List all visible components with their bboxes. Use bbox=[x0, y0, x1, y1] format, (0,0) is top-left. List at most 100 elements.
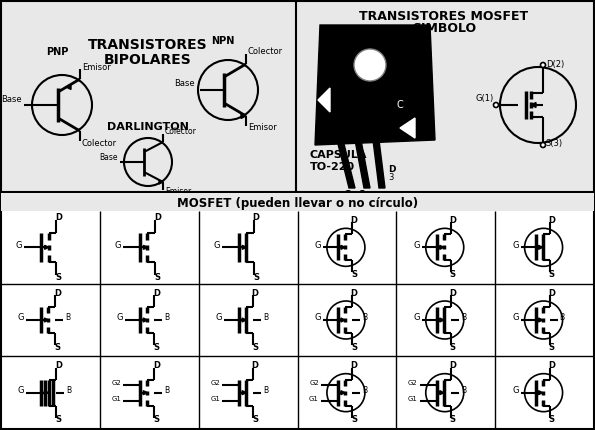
Text: S: S bbox=[549, 343, 555, 351]
Text: 3: 3 bbox=[388, 173, 393, 182]
Polygon shape bbox=[531, 102, 536, 108]
Polygon shape bbox=[241, 114, 246, 119]
Text: TRANSISTORES MOSFET: TRANSISTORES MOSFET bbox=[359, 9, 528, 22]
Text: S: S bbox=[351, 270, 357, 279]
Text: G: G bbox=[15, 241, 22, 250]
Text: G1: G1 bbox=[309, 396, 319, 402]
Circle shape bbox=[354, 49, 386, 81]
Text: G: G bbox=[18, 313, 24, 322]
Text: D: D bbox=[153, 361, 159, 370]
Text: S: S bbox=[450, 270, 456, 279]
Polygon shape bbox=[355, 140, 370, 188]
Bar bbox=[1, 193, 594, 211]
Text: S: S bbox=[351, 343, 357, 351]
Text: D: D bbox=[54, 289, 61, 298]
Polygon shape bbox=[242, 318, 246, 322]
Text: G: G bbox=[512, 313, 519, 322]
Text: B: B bbox=[461, 386, 466, 395]
Polygon shape bbox=[242, 391, 246, 395]
Text: G1: G1 bbox=[111, 396, 121, 402]
Polygon shape bbox=[440, 318, 444, 322]
Text: S: S bbox=[450, 415, 456, 424]
Text: Emisor: Emisor bbox=[165, 187, 191, 197]
Text: B: B bbox=[67, 386, 71, 395]
Text: C: C bbox=[397, 100, 403, 110]
Polygon shape bbox=[538, 318, 543, 322]
Text: S: S bbox=[154, 343, 159, 351]
Polygon shape bbox=[337, 140, 355, 188]
Text: G1: G1 bbox=[210, 396, 220, 402]
Text: D: D bbox=[252, 361, 259, 370]
Text: G: G bbox=[314, 241, 321, 250]
Text: D: D bbox=[449, 361, 456, 370]
Text: G: G bbox=[512, 241, 519, 250]
Text: D: D bbox=[154, 213, 161, 222]
Text: Emisor: Emisor bbox=[82, 62, 111, 71]
Text: D: D bbox=[350, 289, 358, 298]
Text: S: S bbox=[549, 415, 555, 424]
Polygon shape bbox=[400, 118, 415, 138]
Polygon shape bbox=[242, 246, 246, 249]
Text: S: S bbox=[549, 270, 555, 279]
Text: PNP: PNP bbox=[46, 47, 68, 57]
Text: B: B bbox=[164, 313, 170, 322]
Polygon shape bbox=[440, 391, 444, 395]
Text: D: D bbox=[388, 166, 396, 175]
Text: D(2): D(2) bbox=[546, 60, 564, 69]
Text: Emisor: Emisor bbox=[248, 123, 277, 132]
Polygon shape bbox=[373, 140, 385, 188]
Polygon shape bbox=[143, 318, 147, 322]
Text: S(3): S(3) bbox=[546, 139, 563, 148]
Circle shape bbox=[540, 62, 546, 68]
Circle shape bbox=[540, 142, 546, 147]
Text: S: S bbox=[54, 343, 61, 351]
Polygon shape bbox=[159, 180, 163, 184]
Text: D: D bbox=[55, 213, 62, 222]
Text: G(1): G(1) bbox=[476, 95, 494, 104]
Text: S: S bbox=[154, 273, 160, 282]
Bar bbox=[1, 193, 594, 429]
Text: D: D bbox=[252, 289, 259, 298]
Text: G2: G2 bbox=[309, 380, 319, 386]
Text: BIPOLARES: BIPOLARES bbox=[104, 53, 192, 67]
Polygon shape bbox=[341, 391, 345, 395]
Circle shape bbox=[493, 102, 499, 108]
Text: S: S bbox=[154, 415, 159, 424]
Text: B: B bbox=[263, 313, 268, 322]
Text: D: D bbox=[153, 289, 159, 298]
Text: CAPSULA: CAPSULA bbox=[310, 150, 368, 160]
Text: Colector: Colector bbox=[165, 128, 197, 136]
Polygon shape bbox=[318, 88, 330, 112]
Bar bbox=[1, 1, 594, 192]
Text: MOSFET (pueden llevar o no círculo): MOSFET (pueden llevar o no círculo) bbox=[177, 197, 418, 209]
Text: D: D bbox=[55, 361, 62, 370]
Text: TRANSISTORES: TRANSISTORES bbox=[88, 38, 208, 52]
Polygon shape bbox=[66, 85, 71, 89]
Text: Colector: Colector bbox=[82, 138, 117, 147]
Text: G2: G2 bbox=[111, 380, 121, 386]
Polygon shape bbox=[318, 30, 432, 140]
Text: S: S bbox=[252, 415, 258, 424]
Text: S: S bbox=[351, 415, 357, 424]
Text: D: D bbox=[548, 289, 555, 298]
Text: G: G bbox=[414, 241, 419, 250]
Text: 1: 1 bbox=[345, 196, 350, 205]
Text: D: D bbox=[350, 361, 358, 370]
Text: D: D bbox=[350, 216, 358, 225]
Polygon shape bbox=[45, 318, 48, 322]
Polygon shape bbox=[341, 246, 345, 249]
Polygon shape bbox=[45, 391, 48, 395]
Polygon shape bbox=[143, 246, 148, 249]
Text: B: B bbox=[362, 386, 367, 395]
Text: D: D bbox=[449, 216, 456, 225]
Text: B: B bbox=[164, 386, 170, 395]
Text: G: G bbox=[414, 313, 419, 322]
Text: D: D bbox=[253, 213, 259, 222]
Text: Base: Base bbox=[174, 80, 195, 89]
Text: B: B bbox=[362, 313, 367, 322]
Text: DARLINGTON: DARLINGTON bbox=[107, 122, 189, 132]
Text: S: S bbox=[252, 343, 258, 351]
Text: G: G bbox=[214, 241, 220, 250]
Text: G2: G2 bbox=[408, 380, 418, 386]
Text: Base: Base bbox=[1, 95, 22, 104]
